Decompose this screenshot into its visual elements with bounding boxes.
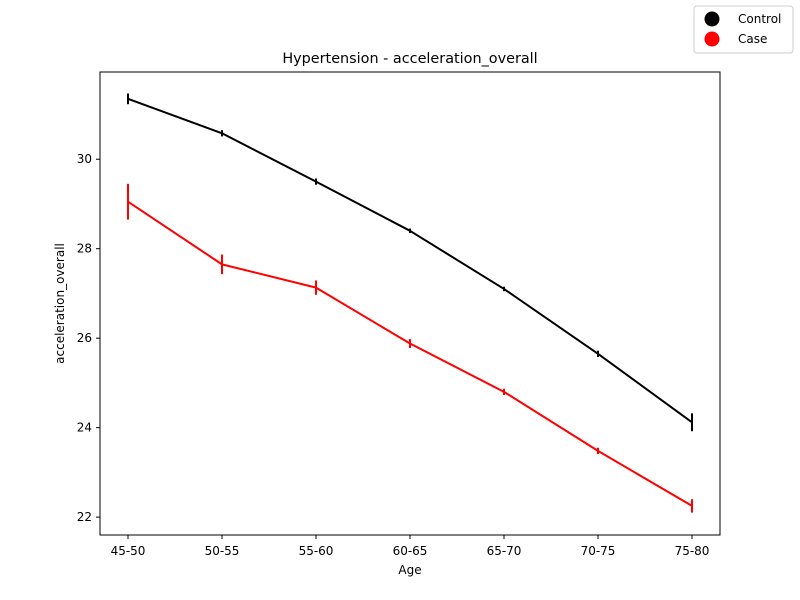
- x-tick-label: 50-55: [205, 544, 240, 558]
- y-tick-label: 30: [77, 152, 92, 166]
- plot-area-frame: [99, 71, 721, 536]
- legend-marker: [704, 31, 720, 47]
- legend-marker: [704, 11, 720, 27]
- x-tick-label: 55-60: [299, 544, 334, 558]
- series-control: [127, 93, 693, 432]
- data-point: [597, 450, 599, 452]
- data-point: [315, 180, 317, 183]
- data-point: [597, 353, 599, 355]
- x-tick-label: 70-75: [581, 544, 616, 558]
- x-axis: 45-50 50-55 55-60 60-65 65-70 70-75 75-80: [111, 535, 710, 558]
- legend-label: Control: [738, 12, 781, 26]
- y-tick-label: 26: [77, 331, 92, 345]
- x-tick-label: 65-70: [487, 544, 522, 558]
- y-tick-label: 24: [77, 421, 92, 435]
- data-point: [221, 132, 223, 135]
- x-tick-label: 45-50: [111, 544, 146, 558]
- y-tick-label: 28: [77, 242, 92, 256]
- series-line-case: [127, 200, 693, 507]
- legend-label: Case: [738, 32, 767, 46]
- chart-title: Hypertension - acceleration_overall: [282, 51, 537, 67]
- series-case: [127, 183, 693, 513]
- y-axis-title: acceleration_overall: [53, 243, 67, 364]
- x-axis-title: Age: [398, 563, 421, 577]
- data-point: [127, 98, 129, 100]
- x-tick-label: 75-80: [675, 544, 710, 558]
- series-line-control: [127, 97, 693, 424]
- data-point: [221, 263, 223, 266]
- legend: Control Case: [693, 5, 794, 54]
- data-point: [315, 286, 317, 289]
- data-point: [691, 421, 693, 424]
- data-point: [409, 342, 411, 345]
- data-point: [503, 288, 505, 290]
- data-point: [503, 391, 505, 393]
- series-layer: [127, 93, 693, 513]
- y-axis: 22 24 26 28 30: [77, 152, 100, 524]
- data-point: [691, 505, 693, 507]
- data-point: [409, 230, 411, 232]
- data-point: [127, 200, 129, 203]
- x-tick-label: 60-65: [393, 544, 428, 558]
- y-tick-label: 22: [77, 510, 92, 524]
